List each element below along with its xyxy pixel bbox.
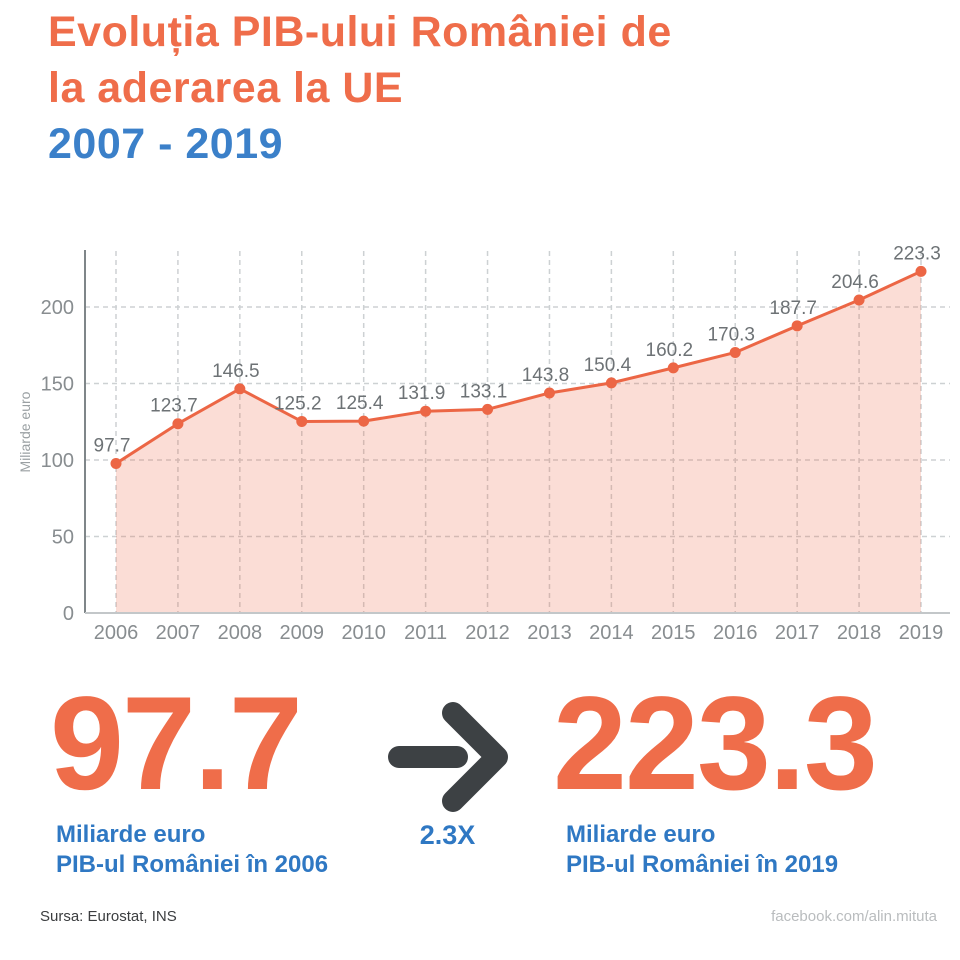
data-point-label: 133.1: [460, 381, 508, 402]
data-point: [482, 403, 494, 415]
data-point-label: 125.4: [336, 393, 384, 414]
data-point: [667, 362, 679, 374]
y-tick-label: 0: [63, 603, 74, 625]
page-subtitle: 2007 - 2019: [48, 120, 284, 168]
growth-multiplier-label: 2.3X: [419, 820, 476, 850]
data-point: [110, 458, 122, 470]
data-point-label: 125.2: [274, 393, 322, 414]
data-point: [172, 418, 184, 430]
header: Evoluția PIB-ului României de la aderare…: [48, 4, 672, 172]
data-point: [234, 383, 246, 395]
data-point: [543, 387, 555, 399]
data-point-label: 150.4: [584, 355, 632, 376]
x-tick-label: 2011: [404, 622, 447, 644]
data-point-label: 97.7: [94, 436, 131, 457]
data-point: [420, 405, 432, 417]
data-point-label: 123.7: [150, 396, 198, 417]
page-title-line-1: Evoluția PIB-ului României de: [48, 8, 672, 56]
source-note: Sursa: Eurostat, INS: [40, 908, 177, 925]
y-tick-label: 50: [52, 527, 74, 549]
end-caption-line-1: Miliarde euro: [566, 821, 716, 848]
data-point-label: 146.5: [212, 361, 260, 382]
data-point-label: 204.6: [831, 272, 879, 293]
data-point: [853, 294, 865, 306]
arrow-right-icon: [385, 700, 510, 812]
end-caption-line-2: PIB-ul României în 2019: [566, 851, 839, 878]
credit-note: facebook.com/alin.mituta: [771, 908, 937, 925]
data-point-label: 143.8: [522, 365, 570, 386]
page-title-line-2: la aderarea la UE: [48, 64, 404, 112]
start-value-caption: Miliarde euro PIB-ul României în 2006: [56, 820, 328, 880]
start-value-number: 97.7: [50, 670, 303, 818]
x-tick-label: 2018: [837, 622, 882, 644]
x-tick-label: 2013: [527, 622, 572, 644]
data-point: [296, 415, 308, 427]
data-point: [791, 320, 803, 332]
end-value-number: 223.3: [553, 670, 878, 818]
x-tick-label: 2016: [713, 622, 758, 644]
x-tick-label: 2010: [341, 622, 386, 644]
x-tick-label: 2006: [94, 622, 139, 644]
y-axis-title: Miliarde euro: [17, 391, 33, 472]
trend-line: [115, 269, 922, 465]
x-tick-label: 2017: [775, 622, 820, 644]
x-tick-label: 2007: [156, 622, 201, 644]
x-tick-label: 2009: [280, 622, 325, 644]
data-point: [915, 265, 927, 277]
data-point-label: 223.3: [893, 243, 941, 264]
x-tick-label: 2012: [465, 622, 510, 644]
x-tick-label: 2008: [218, 622, 263, 644]
y-tick-label: 200: [41, 297, 74, 319]
start-caption-line-1: Miliarde euro: [56, 821, 206, 848]
x-tick-label: 2015: [651, 622, 696, 644]
x-tick-label: 2014: [589, 622, 634, 644]
start-caption-line-2: PIB-ul României în 2006: [56, 851, 329, 878]
data-point: [358, 415, 370, 427]
data-point: [729, 346, 741, 358]
data-point-label: 187.7: [769, 298, 817, 319]
data-point-label: 160.2: [646, 340, 694, 361]
y-tick-label: 100: [41, 450, 74, 472]
y-tick-label: 150: [41, 374, 74, 396]
end-value-caption: Miliarde euro PIB-ul României în 2019: [566, 820, 838, 880]
x-tick-label: 2019: [899, 622, 944, 644]
data-point: [605, 377, 617, 389]
data-point-label: 170.3: [707, 324, 755, 345]
data-point-label: 131.9: [398, 383, 446, 404]
